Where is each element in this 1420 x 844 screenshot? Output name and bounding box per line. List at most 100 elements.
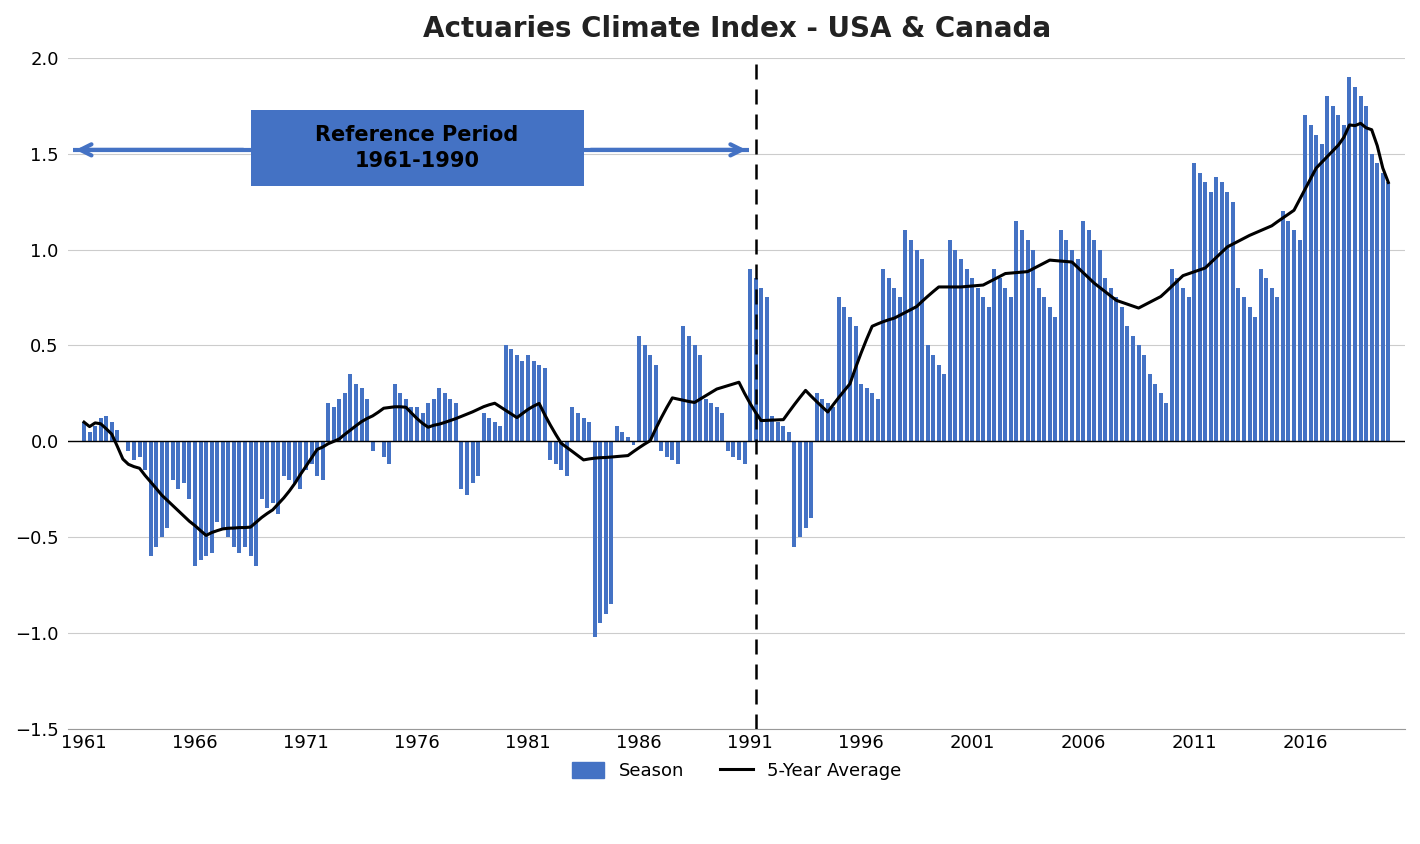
Bar [498, 426, 503, 441]
Bar [220, 441, 224, 528]
Bar [321, 441, 325, 479]
Bar [226, 441, 230, 537]
Bar [199, 441, 203, 560]
Bar [293, 441, 297, 484]
Bar [720, 413, 724, 441]
Bar [409, 407, 413, 441]
Bar [760, 288, 763, 441]
Bar [559, 441, 564, 470]
Bar [932, 355, 936, 441]
Bar [638, 336, 640, 441]
Bar [1103, 279, 1108, 441]
Bar [1264, 279, 1268, 441]
Bar [1031, 250, 1035, 441]
Bar [1020, 230, 1024, 441]
Bar [1325, 96, 1329, 441]
Bar [826, 403, 829, 441]
Bar [476, 441, 480, 476]
Bar [865, 387, 869, 441]
Bar [182, 441, 186, 484]
Bar [98, 419, 102, 441]
Bar [449, 399, 453, 441]
Bar [836, 297, 841, 441]
Bar [1164, 403, 1169, 441]
Bar [1208, 192, 1213, 441]
Bar [709, 403, 713, 441]
Bar [1081, 221, 1085, 441]
Bar [842, 307, 846, 441]
Bar [1342, 125, 1346, 441]
Bar [104, 416, 108, 441]
Bar [1098, 250, 1102, 441]
Bar [342, 393, 346, 441]
Bar [1126, 327, 1129, 441]
Bar [170, 441, 175, 479]
Bar [787, 432, 791, 441]
Bar [676, 441, 680, 464]
5-Year Average [197, 530, 214, 540]
Bar [204, 441, 209, 556]
Bar [920, 259, 924, 441]
Bar [682, 327, 686, 441]
Bar [531, 360, 535, 441]
Bar [1203, 182, 1207, 441]
Bar [187, 441, 192, 499]
Bar [464, 441, 469, 495]
Bar [781, 426, 785, 441]
Bar [586, 422, 591, 441]
Bar [437, 387, 442, 441]
Bar [388, 441, 392, 464]
Bar [981, 297, 985, 441]
Bar [1187, 297, 1190, 441]
5-Year Average [1352, 118, 1369, 128]
Bar [481, 413, 486, 441]
Bar [882, 268, 885, 441]
Bar [193, 441, 197, 566]
Bar [132, 441, 136, 461]
Bar [897, 297, 902, 441]
Bar [731, 441, 736, 457]
Legend: Season, 5-Year Average: Season, 5-Year Average [572, 762, 902, 780]
5-Year Average [586, 453, 603, 463]
Bar [870, 393, 875, 441]
Bar [260, 441, 264, 499]
Bar [548, 441, 552, 461]
Bar [1132, 336, 1135, 441]
Bar [266, 441, 270, 508]
Bar [415, 407, 419, 441]
Bar [804, 441, 808, 528]
Bar [1281, 211, 1285, 441]
Bar [1287, 221, 1291, 441]
Bar [165, 441, 169, 528]
Bar [287, 441, 291, 479]
Bar [304, 441, 308, 470]
Bar [1071, 250, 1074, 441]
Bar [670, 441, 674, 461]
Bar [987, 307, 991, 441]
Bar [1059, 230, 1064, 441]
Bar [365, 399, 369, 441]
Bar [949, 240, 951, 441]
Bar [770, 416, 774, 441]
Text: Reference Period
1961-1990: Reference Period 1961-1990 [315, 125, 518, 171]
Bar [632, 441, 636, 445]
5-Year Average [1380, 177, 1397, 187]
Bar [909, 240, 913, 441]
Bar [1115, 297, 1119, 441]
Bar [1153, 384, 1157, 441]
Bar [126, 441, 131, 451]
Bar [1359, 96, 1363, 441]
Bar [403, 399, 408, 441]
Bar [1054, 316, 1058, 441]
Bar [1386, 182, 1390, 441]
Bar [1336, 116, 1340, 441]
Bar [853, 327, 858, 441]
Bar [792, 441, 797, 547]
Bar [1331, 106, 1335, 441]
Title: Actuaries Climate Index - USA & Canada: Actuaries Climate Index - USA & Canada [423, 15, 1051, 43]
Bar [903, 230, 907, 441]
Bar [159, 441, 163, 537]
Bar [82, 422, 87, 441]
Bar [970, 279, 974, 441]
Bar [1252, 316, 1257, 441]
